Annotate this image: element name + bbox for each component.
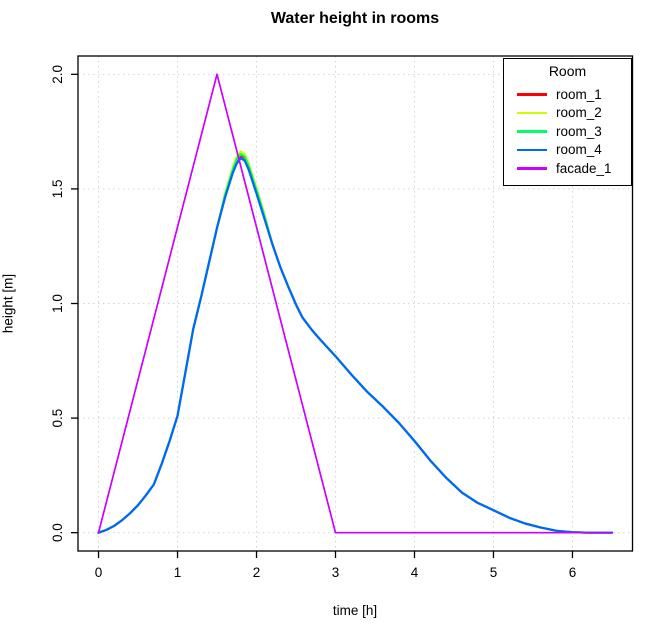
x-tick-label: 0	[95, 565, 103, 580]
legend-line-swatch	[517, 148, 547, 152]
legend-line-swatch	[517, 167, 547, 170]
legend-line-swatch	[517, 130, 547, 133]
series-line-room_2	[97, 150, 614, 534]
y-axis-label: height [m]	[0, 273, 16, 334]
y-tick-label: 0.5	[50, 409, 65, 428]
legend-entry-facade_1: facade_1	[504, 159, 631, 178]
legend-entry-room_3: room_3	[504, 122, 631, 141]
x-tick-label: 4	[411, 565, 419, 580]
y-tick-label: 1.5	[50, 180, 65, 199]
legend-entry-room_1: room_1	[504, 85, 631, 104]
y-tick-label: 0.0	[50, 523, 65, 542]
legend-line-swatch	[517, 111, 547, 115]
legend-label: room_2	[556, 105, 602, 121]
legend-entry-room_4: room_4	[504, 141, 631, 160]
legend-label: facade_1	[556, 160, 612, 176]
series-line-room_1	[97, 154, 614, 534]
y-tick-label: 1.0	[50, 294, 65, 313]
x-tick-label: 6	[569, 565, 577, 580]
legend-label: room_3	[556, 123, 602, 139]
legend-line-swatch	[517, 93, 547, 96]
y-tick-label: 2.0	[50, 65, 65, 84]
series-line-room_4	[97, 157, 614, 534]
x-tick-label: 5	[490, 565, 498, 580]
x-tick-label: 3	[332, 565, 340, 580]
x-tick-label: 2	[253, 565, 261, 580]
legend-entry-room_2: room_2	[504, 104, 631, 123]
series-line-facade_1	[97, 73, 613, 534]
x-tick-label: 1	[174, 565, 182, 580]
series-line-room_3	[97, 153, 614, 534]
chart-title: Water height in rooms	[270, 10, 440, 27]
legend-label: room_1	[556, 86, 602, 102]
legend-label: room_4	[556, 142, 602, 158]
legend-entries: room_1 room_2 room_3 room_4 facade_1	[504, 85, 631, 178]
legend: Room room_1 room_2 room_3 room_4 facade_1	[503, 58, 632, 186]
legend-title: Room	[548, 63, 587, 79]
x-axis-label: time [h]	[332, 603, 378, 618]
